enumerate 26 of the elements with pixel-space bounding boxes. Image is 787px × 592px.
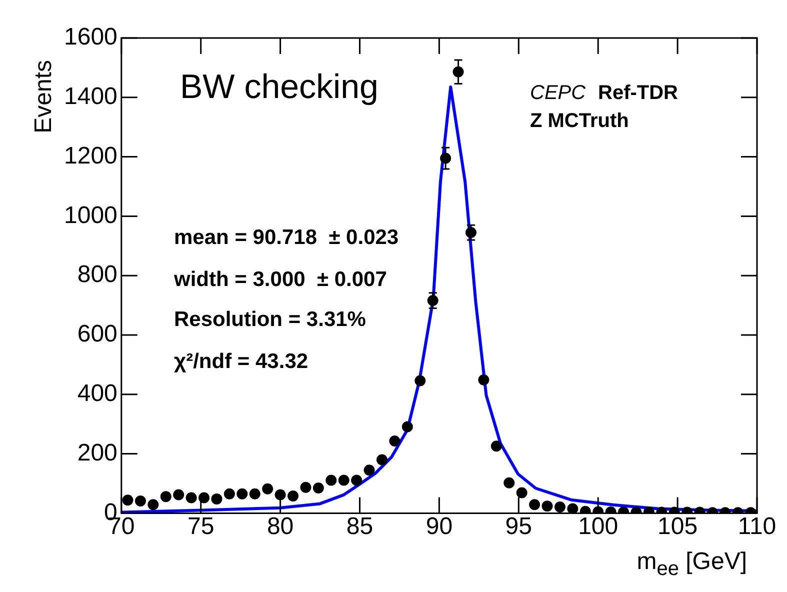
y-tick-label: 1400: [64, 83, 118, 110]
x-tick-label: 110: [738, 513, 776, 540]
annotation: Resolution = 3.31%: [174, 308, 366, 332]
x-axis-title: m$_{ee}$ [GeV]: [636, 548, 747, 581]
annotation: Z MCTruth: [530, 110, 629, 133]
x-tick-label: 75: [187, 513, 214, 540]
y-axis-title: Events: [30, 60, 58, 134]
x-tick-label: 95: [505, 513, 532, 540]
y-tick-label: 600: [77, 320, 118, 348]
x-tick-label: 85: [346, 513, 374, 540]
annotation: width = 3.000 ± 0.007: [174, 268, 387, 292]
y-tick-label: 1000: [64, 202, 118, 229]
y-tick-label: 200: [77, 439, 118, 466]
x-tick-label: 100: [578, 513, 618, 540]
annotation: Ref-TDR: [598, 82, 678, 105]
annotation: BW checking: [180, 68, 378, 107]
x-tick-label: 90: [426, 513, 453, 540]
y-tick-label: 1600: [64, 24, 118, 51]
annotation: χ²/ndf = 43.32: [174, 350, 308, 374]
y-tick-label: 1200: [64, 142, 118, 170]
annotation: CEPC: [530, 82, 586, 105]
y-tick-label: 400: [77, 380, 118, 408]
x-tick-label: 80: [266, 513, 294, 540]
y-tick-label: 800: [77, 261, 118, 288]
x-tick-label: 105: [658, 513, 698, 540]
annotation: mean = 90.718 ± 0.023: [174, 226, 399, 250]
